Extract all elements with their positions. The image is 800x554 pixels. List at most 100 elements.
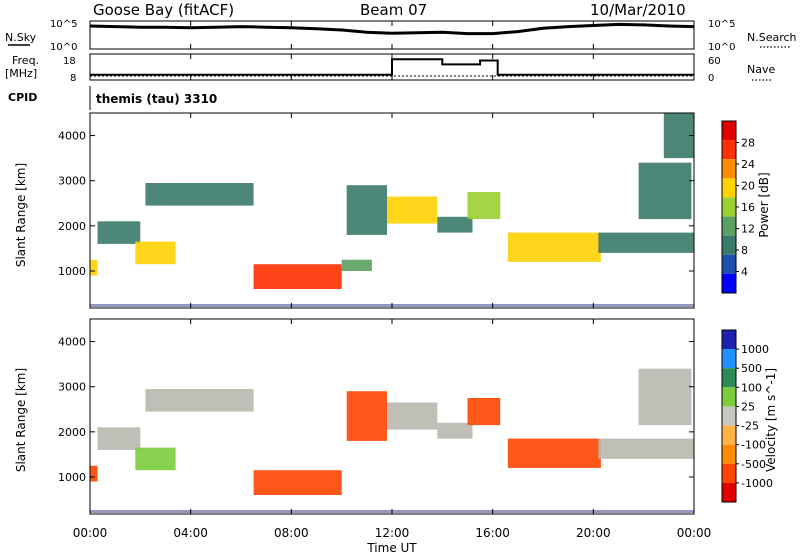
date-title: 10/Mar/2010 — [590, 1, 686, 19]
y-tick-label: 3000 — [58, 381, 86, 394]
scatter-region — [387, 402, 438, 430]
scatter-region — [135, 447, 176, 471]
colorbar-segment — [722, 482, 736, 502]
power-colorbar-label: Power [dB] — [757, 172, 771, 237]
scatter-region — [135, 241, 176, 265]
scatter-region — [346, 391, 387, 441]
scatter-region — [341, 259, 372, 271]
colorbar-segment — [722, 254, 736, 274]
velocity-yaxis: 4000 3000 2000 1000 — [58, 336, 694, 484]
freq-label-line2: [MHz] — [5, 67, 37, 80]
colorbar-tick-label: 8 — [741, 244, 748, 257]
nsky-tick-top: 10^5 — [50, 19, 77, 30]
x-axis: 00:00 04:00 08:00 12:00 16:00 20:00 00:00 — [73, 21, 712, 540]
colorbar-tick-label: 100 — [741, 381, 762, 394]
power-yaxis: 4000 3000 2000 1000 — [58, 130, 694, 278]
cpid-label: CPID — [8, 91, 37, 104]
nsearch-tick-bottom: 10^0 — [708, 42, 735, 53]
scatter-region — [253, 470, 342, 495]
colorbar-tick-label: 28 — [741, 137, 755, 150]
x-tick-label: 12:00 — [375, 526, 410, 540]
scatter-region — [145, 183, 254, 206]
scatter-region — [90, 259, 98, 276]
colorbar-segment — [722, 178, 736, 198]
scatter-region — [253, 264, 342, 289]
colorbar-segment — [722, 425, 736, 445]
nsky-tick-bottom: 10^0 — [50, 42, 77, 53]
nave-label: Nave — [747, 63, 775, 76]
velocity-heatmap — [90, 368, 694, 513]
freq-label-line1: Freq. — [12, 54, 39, 67]
nsearch-tick-top: 10^5 — [708, 19, 735, 30]
scatter-region — [145, 389, 254, 412]
velocity-colorbar-label: Velocity [m s^-1] — [764, 368, 778, 472]
colorbar-segment — [722, 197, 736, 217]
scatter-region — [638, 368, 692, 426]
y-tick-label: 2000 — [58, 220, 86, 233]
scatter-region — [663, 113, 694, 159]
scatter-region — [507, 438, 601, 468]
colorbar-tick-label: -500 — [741, 458, 766, 471]
colorbar-segment — [722, 463, 736, 483]
x-axis-title: Time UT — [366, 541, 417, 554]
colorbar-segment — [722, 368, 736, 388]
y-tick-label: 4000 — [58, 130, 86, 143]
power-colorbar: 28 24 20 16 12 8 4 — [721, 120, 755, 294]
x-tick-label: 20:00 — [576, 526, 611, 540]
scatter-region — [90, 465, 98, 482]
scatter-region — [387, 196, 438, 224]
y-tick-label: 4000 — [58, 336, 86, 349]
x-tick-label: 00:00 — [677, 526, 712, 540]
colorbar-tick-label: -100 — [741, 439, 766, 452]
power-ylabel: Slant Range [km] — [14, 163, 28, 267]
colorbar-tick-label: 12 — [741, 223, 755, 236]
colorbar-segment — [722, 387, 736, 407]
scatter-region — [598, 438, 694, 459]
colorbar-tick-label: 4 — [741, 266, 748, 279]
colorbar-frame — [721, 329, 737, 503]
freq-tick-bottom: 8 — [70, 73, 76, 84]
colorbar-segment — [722, 273, 736, 293]
scatter-region — [467, 398, 501, 426]
y-tick-label: 1000 — [58, 471, 86, 484]
cpid-text: themis (tau) 3310 — [96, 92, 217, 106]
colorbar-tick-label: 20 — [741, 180, 755, 193]
colorbar-tick-label: 500 — [741, 362, 762, 375]
y-tick-label: 1000 — [58, 265, 86, 278]
beam-title: Beam 07 — [360, 1, 427, 19]
nsky-label: N.Sky — [5, 31, 37, 44]
nsearch-label: N.Search — [747, 31, 797, 44]
colorbar-segment — [722, 349, 736, 369]
x-tick-label: 16:00 — [475, 526, 510, 540]
nave-tick-bottom: 0 — [708, 73, 714, 84]
colorbar-segment — [722, 444, 736, 464]
colorbar-segment — [722, 330, 736, 350]
colorbar-segment — [722, 406, 736, 426]
colorbar-tick-label: 16 — [741, 201, 755, 214]
colorbar-segment — [722, 159, 736, 179]
freq-tick-top: 18 — [63, 56, 76, 67]
colorbar-segment — [722, 121, 736, 141]
scatter-region — [638, 162, 692, 220]
x-tick-label: 08:00 — [274, 526, 309, 540]
colorbar-segment — [722, 235, 736, 255]
scatter-region — [97, 427, 141, 450]
scatter-region — [97, 221, 141, 244]
colorbar-tick-label: 25 — [741, 400, 755, 413]
station-title: Goose Bay (fitACF) — [93, 1, 234, 19]
velocity-colorbar: 1000 500 100 25 -25 -100 -500 -1000 — [721, 329, 773, 503]
scatter-region — [437, 216, 473, 233]
nave-tick-top: 60 — [708, 56, 721, 67]
colorbar-tick-label: -1000 — [741, 477, 773, 490]
scatter-region — [467, 192, 501, 220]
x-tick-label: 00:00 — [73, 526, 108, 540]
scatter-region — [598, 232, 694, 253]
scatter-region — [346, 185, 387, 235]
colorbar-segment — [722, 216, 736, 236]
y-tick-label: 3000 — [58, 175, 86, 188]
x-tick-label: 04:00 — [173, 526, 208, 540]
scatter-region — [437, 422, 473, 439]
y-tick-label: 2000 — [58, 426, 86, 439]
colorbar-tick-label: 1000 — [741, 343, 769, 356]
